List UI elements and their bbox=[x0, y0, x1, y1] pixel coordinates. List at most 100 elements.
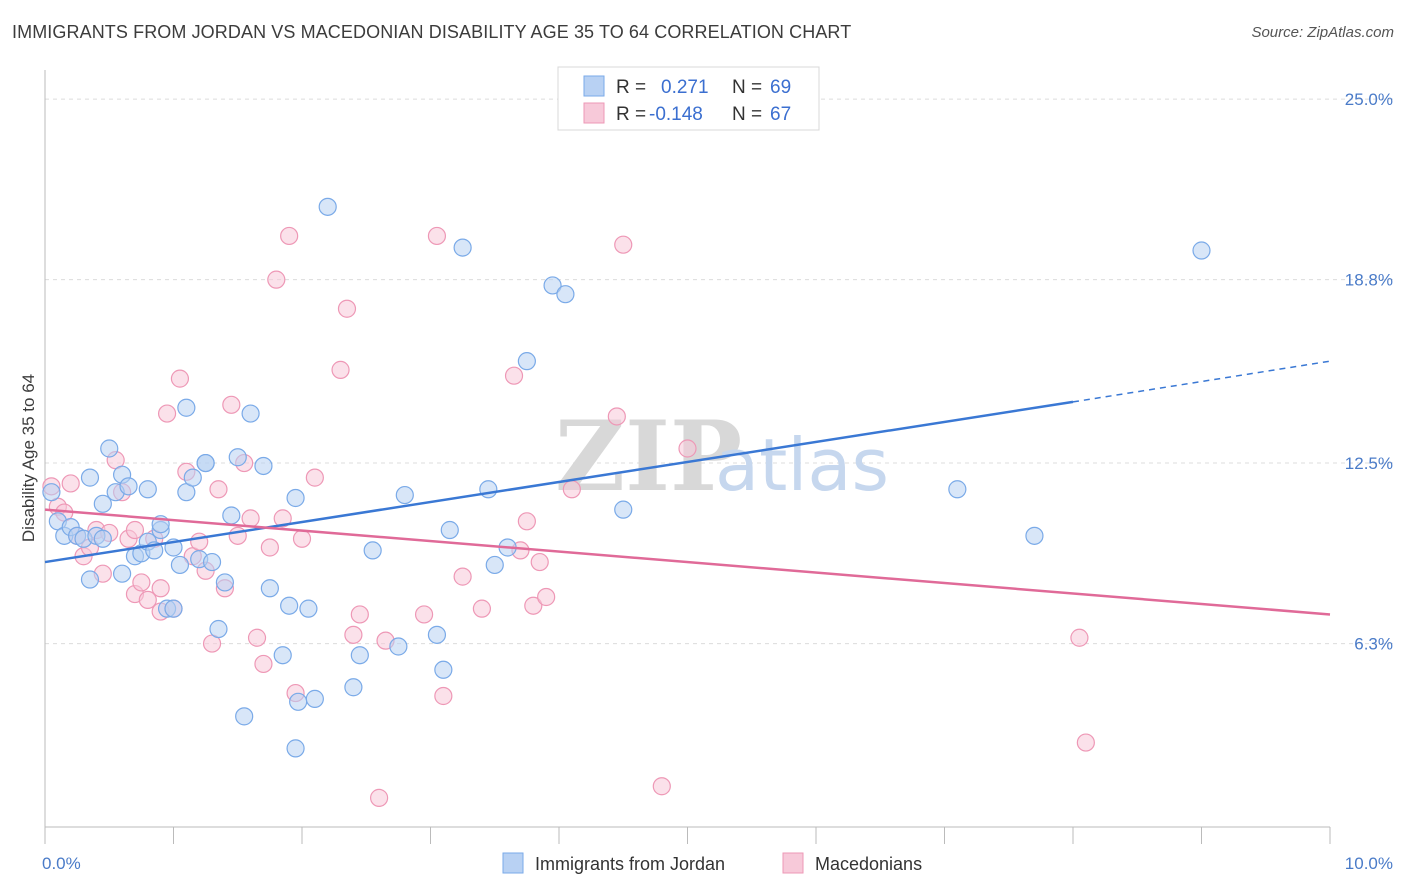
jordan-point bbox=[479, 480, 498, 499]
jordan-point bbox=[305, 689, 324, 708]
y-tick-label: 18.8% bbox=[1345, 271, 1393, 290]
x-tick-label-max: 10.0% bbox=[1345, 854, 1393, 873]
jordan-point bbox=[344, 678, 363, 697]
jordan-point bbox=[183, 468, 202, 487]
macedonians-point bbox=[190, 532, 209, 551]
series-macedonians bbox=[42, 226, 1095, 807]
jordan-point bbox=[100, 439, 119, 458]
legend-r-value-macedonians: -0.148 bbox=[649, 104, 703, 125]
jordan-point bbox=[318, 197, 337, 216]
macedonians-point bbox=[453, 567, 472, 586]
macedonians-point bbox=[125, 520, 145, 540]
jordan-point bbox=[948, 480, 967, 499]
jordan-point bbox=[440, 520, 459, 540]
bottom-legend-label-macedonians: Macedonians bbox=[815, 854, 922, 874]
jordan-point bbox=[215, 573, 234, 592]
watermark-zip: ZIP bbox=[555, 400, 742, 513]
jordan-point bbox=[164, 599, 183, 618]
jordan-point bbox=[196, 453, 215, 473]
y-tick-label: 25.0% bbox=[1345, 90, 1393, 109]
macedonians-point bbox=[537, 587, 556, 607]
macedonians-point bbox=[305, 468, 324, 487]
macedonians-point bbox=[138, 590, 157, 610]
jordan-point bbox=[543, 276, 562, 295]
jordan-point bbox=[93, 494, 112, 513]
jordan-point bbox=[1192, 241, 1211, 260]
jordan-point bbox=[299, 599, 318, 618]
jordan-point bbox=[138, 480, 157, 499]
y-tick-label: 12.5% bbox=[1345, 454, 1393, 473]
macedonians-point bbox=[607, 407, 626, 426]
macedonians-point bbox=[61, 474, 80, 493]
trend-line-jordan bbox=[44, 400, 1074, 564]
source-credit: Source: ZipAtlas.com bbox=[1251, 24, 1394, 41]
macedonians-point bbox=[344, 625, 363, 644]
legend-swatch-jordan bbox=[583, 75, 605, 97]
macedonians-point bbox=[222, 395, 241, 414]
jordan-point bbox=[42, 483, 61, 502]
jordan-point bbox=[485, 555, 504, 575]
macedonians-point bbox=[678, 439, 697, 458]
jordan-point bbox=[93, 529, 112, 548]
legend-n-value-macedonians: 67 bbox=[770, 104, 791, 125]
watermark-atlas: atlas bbox=[715, 423, 889, 507]
y-axis-label: Disability Age 35 to 64 bbox=[19, 374, 38, 542]
macedonians-point bbox=[370, 788, 389, 807]
jordan-point bbox=[209, 619, 228, 639]
macedonians-point bbox=[209, 480, 228, 499]
trend-line-jordan-extension bbox=[1072, 360, 1331, 403]
axes bbox=[44, 70, 1331, 844]
jordan-point bbox=[170, 555, 190, 575]
legend-n-label-jordan: N = bbox=[732, 77, 762, 98]
legend-n-label-macedonians: N = bbox=[732, 104, 762, 125]
bottom-legend-swatch-macedonians bbox=[782, 852, 804, 874]
trend-lines bbox=[44, 360, 1331, 616]
bottom-legend-swatch-jordan bbox=[502, 852, 524, 874]
macedonians-point bbox=[292, 529, 312, 548]
jordan-point bbox=[1025, 526, 1044, 545]
macedonians-point bbox=[331, 360, 350, 379]
bottom-legend-label-jordan: Immigrants from Jordan bbox=[535, 854, 725, 874]
legend-r-label-macedonians: R = bbox=[616, 104, 646, 125]
macedonians-point bbox=[504, 366, 524, 385]
jordan-point bbox=[517, 352, 536, 371]
macedonians-point bbox=[247, 628, 267, 647]
jordan-point bbox=[228, 448, 247, 467]
jordan-point bbox=[363, 541, 382, 560]
jordan-point bbox=[389, 637, 408, 656]
macedonians-point bbox=[1070, 628, 1089, 647]
jordan-point bbox=[222, 506, 241, 525]
macedonians-point bbox=[170, 369, 190, 388]
jordan-point bbox=[289, 692, 308, 711]
macedonians-point bbox=[280, 226, 299, 246]
macedonians-point bbox=[1076, 733, 1095, 752]
macedonians-point bbox=[434, 686, 453, 706]
macedonians-point bbox=[254, 654, 273, 674]
jordan-point bbox=[614, 500, 633, 519]
macedonians-point bbox=[427, 226, 447, 246]
y-tick-label: 6.3% bbox=[1354, 635, 1393, 654]
jordan-point bbox=[119, 477, 138, 496]
macedonians-point bbox=[524, 596, 543, 615]
chart-title: IMMIGRANTS FROM JORDAN VS MACEDONIAN DIS… bbox=[12, 22, 852, 42]
jordan-point bbox=[556, 285, 575, 304]
macedonians-point bbox=[517, 512, 536, 531]
y-tick-labels: 6.3% 12.5% 18.8% 25.0% bbox=[1345, 90, 1393, 653]
macedonians-point bbox=[151, 579, 170, 598]
jordan-point bbox=[80, 468, 100, 487]
jordan-point bbox=[241, 404, 260, 423]
legend-n-value-jordan: 69 bbox=[770, 77, 791, 98]
jordan-point bbox=[273, 646, 292, 665]
macedonians-point bbox=[652, 777, 671, 796]
macedonians-point bbox=[157, 404, 177, 423]
macedonians-point bbox=[241, 509, 260, 528]
macedonians-point bbox=[414, 605, 434, 624]
macedonians-point bbox=[530, 552, 549, 572]
macedonians-point bbox=[614, 235, 633, 254]
macedonians-point bbox=[472, 599, 491, 618]
macedonians-point bbox=[267, 270, 286, 289]
series-jordan bbox=[42, 197, 1211, 758]
jordan-point bbox=[260, 579, 279, 598]
jordan-point bbox=[434, 660, 453, 679]
